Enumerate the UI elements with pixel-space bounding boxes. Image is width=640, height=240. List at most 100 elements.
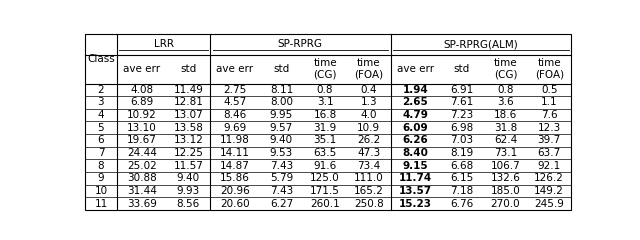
Text: 6.09: 6.09	[403, 123, 428, 133]
Text: 8.56: 8.56	[177, 198, 200, 209]
Text: ave err: ave err	[397, 64, 434, 74]
Text: 63.5: 63.5	[314, 148, 337, 158]
Text: ave err: ave err	[216, 64, 253, 74]
Text: 9.57: 9.57	[270, 123, 293, 133]
Text: 63.7: 63.7	[538, 148, 561, 158]
Text: 11.57: 11.57	[173, 161, 204, 171]
Text: 8.00: 8.00	[270, 97, 293, 108]
Text: 11.98: 11.98	[220, 135, 250, 145]
Text: 7.18: 7.18	[451, 186, 474, 196]
Text: 171.5: 171.5	[310, 186, 340, 196]
Text: 126.2: 126.2	[534, 173, 564, 183]
Text: time
(CG): time (CG)	[313, 58, 337, 80]
Text: 245.9: 245.9	[534, 198, 564, 209]
Text: 8.40: 8.40	[403, 148, 428, 158]
Text: 39.7: 39.7	[538, 135, 561, 145]
Text: 1.1: 1.1	[541, 97, 557, 108]
Text: 9.15: 9.15	[403, 161, 428, 171]
Text: 62.4: 62.4	[494, 135, 517, 145]
Text: 33.69: 33.69	[127, 198, 157, 209]
Text: std: std	[273, 64, 289, 74]
Text: 0.5: 0.5	[541, 85, 557, 95]
Text: SP-RPRG(ALM): SP-RPRG(ALM)	[444, 39, 518, 49]
Text: 7.61: 7.61	[451, 97, 474, 108]
Text: 111.0: 111.0	[354, 173, 383, 183]
Text: 35.1: 35.1	[314, 135, 337, 145]
Text: 2.75: 2.75	[223, 85, 246, 95]
Text: 11.49: 11.49	[173, 85, 204, 95]
Text: 149.2: 149.2	[534, 186, 564, 196]
Text: 31.9: 31.9	[314, 123, 337, 133]
Text: 8: 8	[98, 161, 104, 171]
Text: 3.6: 3.6	[497, 97, 514, 108]
Text: 16.8: 16.8	[314, 110, 337, 120]
Text: 13.07: 13.07	[173, 110, 203, 120]
Text: 250.8: 250.8	[354, 198, 383, 209]
Text: 3: 3	[98, 97, 104, 108]
Text: 4: 4	[98, 110, 104, 120]
Text: 11: 11	[94, 198, 108, 209]
Text: 132.6: 132.6	[491, 173, 520, 183]
Text: 0.8: 0.8	[317, 85, 333, 95]
Text: 6.15: 6.15	[451, 173, 474, 183]
Text: 6.26: 6.26	[403, 135, 428, 145]
Text: 11.74: 11.74	[399, 173, 432, 183]
Text: 7.43: 7.43	[270, 161, 293, 171]
Text: time
(FOA): time (FOA)	[354, 58, 383, 80]
Text: 4.57: 4.57	[223, 97, 246, 108]
Text: 26.2: 26.2	[357, 135, 380, 145]
Text: 13.58: 13.58	[173, 123, 204, 133]
Text: 6.76: 6.76	[451, 198, 474, 209]
Text: 165.2: 165.2	[354, 186, 384, 196]
Text: 47.3: 47.3	[357, 148, 380, 158]
Text: LRR: LRR	[154, 39, 173, 49]
Text: 7.03: 7.03	[451, 135, 474, 145]
Text: 31.44: 31.44	[127, 186, 157, 196]
Text: 4.79: 4.79	[403, 110, 428, 120]
Text: 2.65: 2.65	[403, 97, 428, 108]
Text: 6.27: 6.27	[270, 198, 293, 209]
Text: 3.1: 3.1	[317, 97, 333, 108]
Text: 20.96: 20.96	[220, 186, 250, 196]
Text: 7.23: 7.23	[451, 110, 474, 120]
Text: 7: 7	[98, 148, 104, 158]
Text: 9.69: 9.69	[223, 123, 246, 133]
Text: 2: 2	[98, 85, 104, 95]
Text: 13.57: 13.57	[399, 186, 432, 196]
Text: 9.40: 9.40	[177, 173, 200, 183]
Text: 1.94: 1.94	[403, 85, 428, 95]
Text: 91.6: 91.6	[314, 161, 337, 171]
Text: 7.43: 7.43	[270, 186, 293, 196]
Text: SP-RPRG: SP-RPRG	[278, 39, 323, 49]
Text: 7.6: 7.6	[541, 110, 557, 120]
Text: 9.40: 9.40	[270, 135, 293, 145]
Text: 8.46: 8.46	[223, 110, 246, 120]
Text: 125.0: 125.0	[310, 173, 340, 183]
Text: 12.81: 12.81	[173, 97, 204, 108]
Text: 9: 9	[98, 173, 104, 183]
Text: 13.10: 13.10	[127, 123, 157, 133]
Text: 73.4: 73.4	[357, 161, 380, 171]
Text: std: std	[180, 64, 196, 74]
Text: 6.98: 6.98	[451, 123, 474, 133]
Text: 25.02: 25.02	[127, 161, 157, 171]
Text: 260.1: 260.1	[310, 198, 340, 209]
Text: 8.19: 8.19	[451, 148, 474, 158]
Text: 15.23: 15.23	[399, 198, 432, 209]
Text: 15.86: 15.86	[220, 173, 250, 183]
Text: 0.4: 0.4	[360, 85, 377, 95]
Text: std: std	[454, 64, 470, 74]
Text: 4.0: 4.0	[360, 110, 377, 120]
Text: ave err: ave err	[123, 64, 160, 74]
Text: 270.0: 270.0	[491, 198, 520, 209]
Text: 12.25: 12.25	[173, 148, 204, 158]
Text: 0.8: 0.8	[497, 85, 514, 95]
Text: 14.87: 14.87	[220, 161, 250, 171]
Text: time
(CG): time (CG)	[493, 58, 517, 80]
Text: 10: 10	[95, 186, 108, 196]
Text: 1.3: 1.3	[360, 97, 377, 108]
Text: 9.95: 9.95	[270, 110, 293, 120]
Text: 24.44: 24.44	[127, 148, 157, 158]
Text: 10.9: 10.9	[357, 123, 380, 133]
Text: Class: Class	[87, 54, 115, 64]
